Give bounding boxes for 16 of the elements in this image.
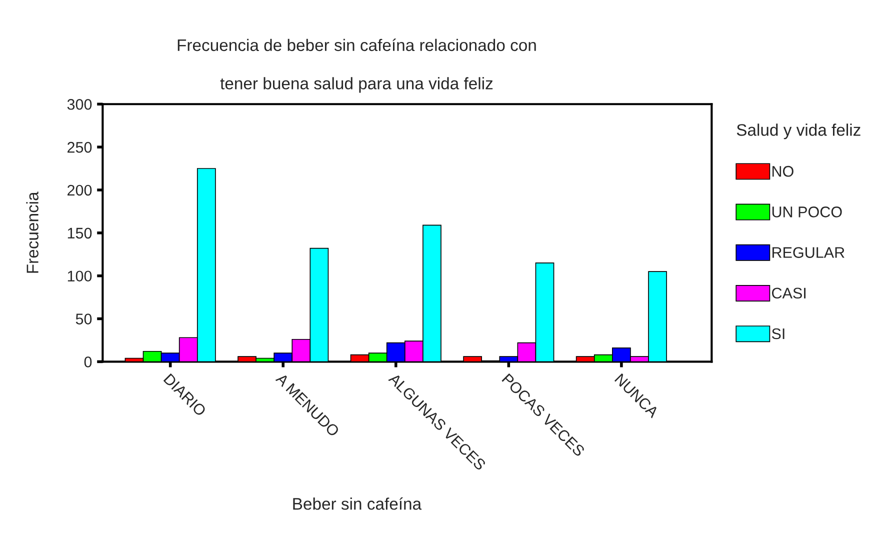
legend-title: Salud y vida feliz [736, 124, 860, 140]
legend-label: CASI [772, 288, 806, 299]
x-axis-title: Beber sin cafeína [293, 497, 422, 510]
y-tick-label: 50 [76, 314, 92, 324]
legend-label: UN POCO [772, 206, 842, 218]
legend-label: REGULAR [772, 247, 844, 258]
y-axis-title: Frecuencia [26, 192, 38, 273]
y-tick-label: 300 [67, 98, 92, 110]
y-tick-label: 150 [68, 228, 92, 239]
y-tick-label: 0 [84, 356, 92, 368]
chart-title: Frecuencia de beber sin cafeína relacionado con tener buena salud para una vida feliz [178, 38, 536, 93]
y-tick-label: 250 [68, 142, 92, 153]
y-tick-label: 100 [68, 270, 92, 282]
legend-label: NO [772, 166, 794, 177]
legend-label: SI [772, 328, 784, 340]
y-tick-label: 200 [68, 184, 92, 196]
